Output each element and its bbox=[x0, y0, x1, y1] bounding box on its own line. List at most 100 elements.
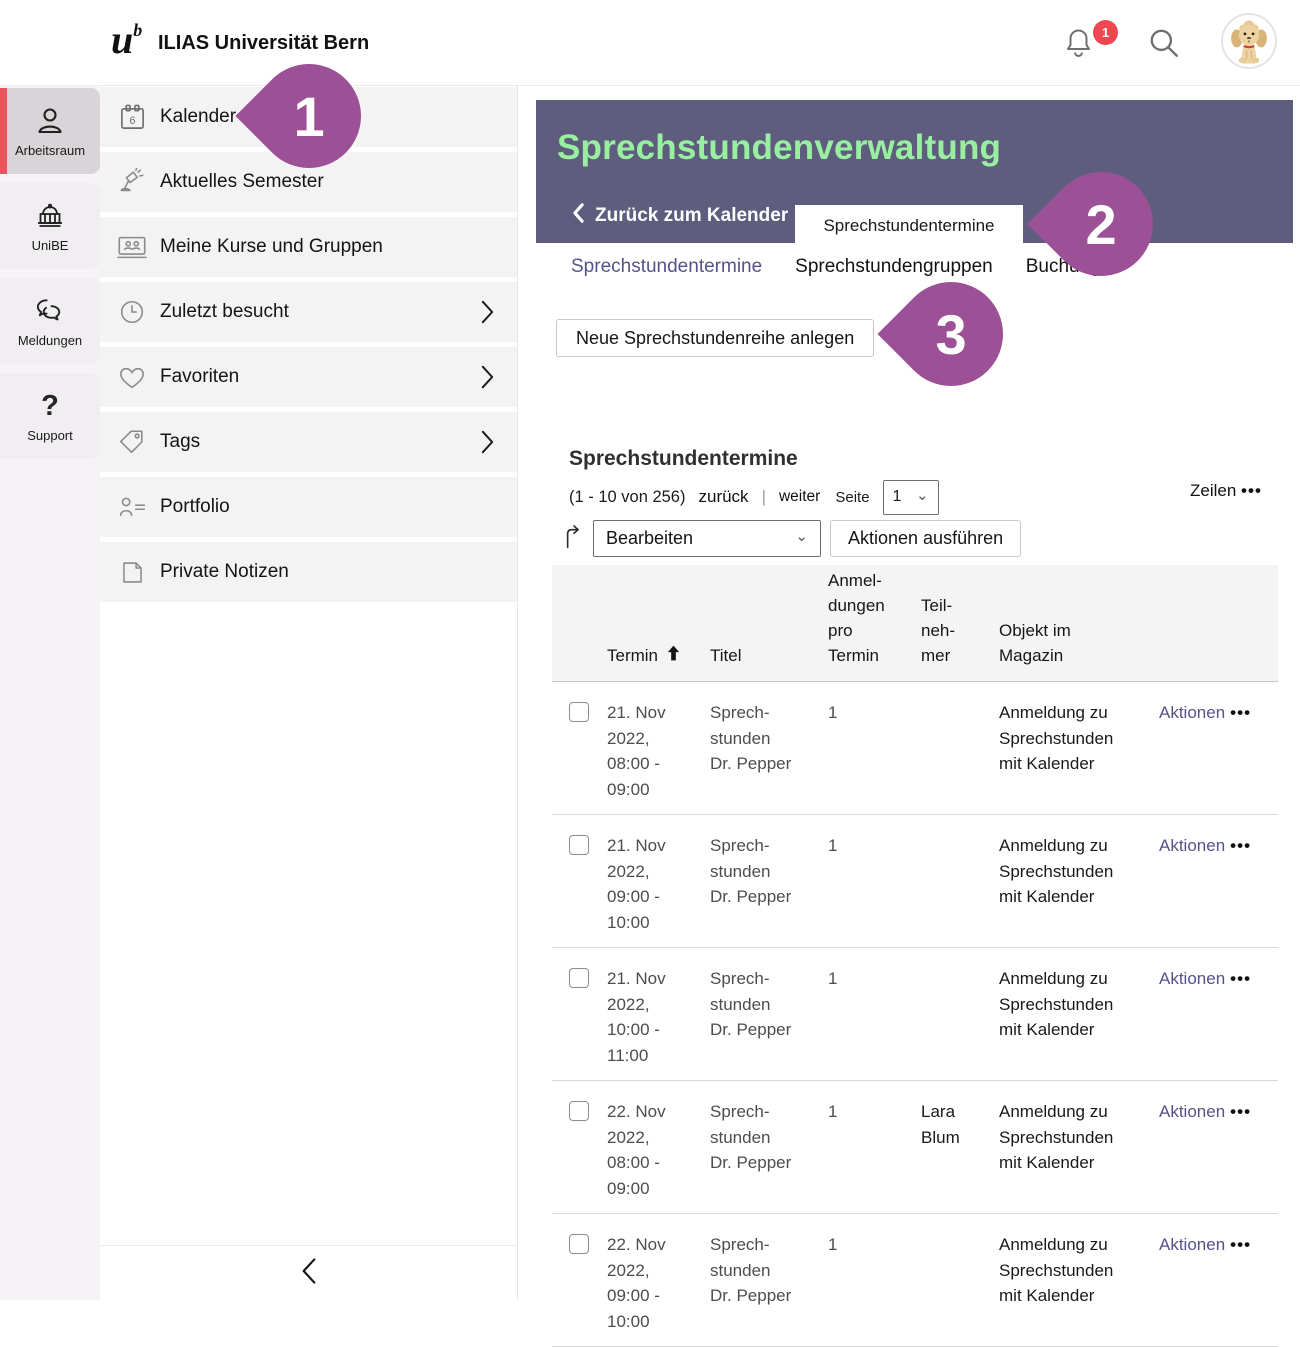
cell-teilnehmer bbox=[921, 682, 999, 814]
header-tab-sprechstundentermine[interactable]: Sprechstundentermine bbox=[795, 205, 1023, 247]
cell-teilnehmer bbox=[921, 1214, 999, 1346]
notes-icon bbox=[116, 556, 148, 588]
menu-item-label: Tags bbox=[160, 431, 201, 452]
cell-titel: Sprech- stunden Dr. Pepper bbox=[710, 1102, 792, 1172]
cell-actions: Aktionen ••• bbox=[1159, 815, 1278, 947]
pagination-prev-link[interactable]: zurück bbox=[698, 487, 749, 506]
help-icon: ? bbox=[41, 389, 59, 422]
topbar: ub ILIAS Universität Bern 1 bbox=[0, 0, 1300, 86]
page-title: Sprechstundenverwaltung bbox=[557, 128, 1002, 167]
app-title: ILIAS Universität Bern bbox=[158, 32, 370, 54]
row-checkbox[interactable] bbox=[569, 968, 589, 988]
cell-objekt: Anmeldung zu Sprechstunden mit Kalender bbox=[999, 836, 1114, 906]
cell-objekt: Anmeldung zu Sprechstunden mit Kalender bbox=[999, 1102, 1114, 1172]
calendar-icon: 6 bbox=[116, 101, 148, 133]
cell-termin: 22. Nov 2022, 08:00 - 09:00 bbox=[607, 1102, 666, 1198]
row-actions-link[interactable]: Aktionen bbox=[1159, 1235, 1226, 1254]
user-icon bbox=[34, 104, 66, 138]
tag-icon bbox=[116, 426, 148, 458]
university-icon bbox=[34, 199, 66, 233]
unibe-logo[interactable]: ub bbox=[111, 16, 142, 63]
pagination: (1 - 10 von 256) zurück | weiter Seite 1… bbox=[569, 478, 939, 516]
cell-termin: 21. Nov 2022, 09:00 - 10:00 bbox=[607, 836, 666, 932]
main-menu: 6 Kalender Aktuelles Semester Meine Kurs… bbox=[100, 86, 518, 1300]
row-actions-link[interactable]: Aktionen bbox=[1159, 969, 1226, 988]
chevron-right-icon bbox=[480, 429, 495, 455]
table-row: 21. Nov 2022, 09:00 - 10:00 Sprech- stun… bbox=[552, 815, 1278, 948]
cell-titel: Sprech- stunden Dr. Pepper bbox=[710, 1235, 792, 1305]
row-actions-link[interactable]: Aktionen bbox=[1159, 703, 1226, 722]
search-button[interactable] bbox=[1146, 26, 1182, 62]
cell-anmeldungen: 1 bbox=[828, 969, 838, 988]
menu-item-label: Private Notizen bbox=[160, 561, 289, 582]
row-checkbox[interactable] bbox=[569, 1101, 589, 1121]
chevron-down-icon: ⌄ bbox=[795, 528, 808, 545]
cell-teilnehmer bbox=[921, 948, 999, 1080]
cell-termin: 21. Nov 2022, 08:00 - 09:00 bbox=[607, 703, 666, 799]
rows-menu-button[interactable]: Zeilen ••• bbox=[1190, 481, 1262, 501]
table-row: 22. Nov 2022, 09:00 - 10:00 Sprech- stun… bbox=[552, 1214, 1278, 1347]
cell-actions: Aktionen ••• bbox=[1159, 682, 1278, 814]
cell-anmeldungen: 1 bbox=[828, 1235, 838, 1254]
menu-item-label: Portfolio bbox=[160, 496, 230, 517]
chevron-left-icon bbox=[572, 203, 585, 229]
tab-sprechstundengruppen[interactable]: Sprechstundengruppen bbox=[795, 256, 993, 277]
messages-icon bbox=[34, 294, 67, 328]
menu-item-meine-kurse-und-gruppen[interactable]: Meine Kurse und Gruppen bbox=[100, 217, 517, 277]
cell-objekt: Anmeldung zu Sprechstunden mit Kalender bbox=[999, 1235, 1114, 1305]
column-termin[interactable]: Termin bbox=[607, 643, 710, 681]
row-checkbox[interactable] bbox=[569, 835, 589, 855]
page-select[interactable]: 1 ⌄ bbox=[882, 479, 939, 515]
back-label: Zurück zum Kalender bbox=[595, 205, 789, 226]
cell-termin: 22. Nov 2022, 09:00 - 10:00 bbox=[607, 1235, 666, 1331]
chevron-right-icon bbox=[480, 364, 495, 390]
rail-item-unibe[interactable]: UniBE bbox=[0, 183, 100, 269]
row-checkbox[interactable] bbox=[569, 1234, 589, 1254]
ellipsis-icon: ••• bbox=[1241, 481, 1262, 500]
menu-item-favoriten[interactable]: Favoriten bbox=[100, 347, 517, 407]
pagination-next-link[interactable]: weiter bbox=[778, 488, 821, 505]
ellipsis-icon: ••• bbox=[1230, 703, 1252, 722]
new-series-button[interactable]: Neue Sprechstundenreihe anlegen bbox=[556, 319, 875, 357]
menu-item-tags[interactable]: Tags bbox=[100, 412, 517, 472]
rail-item-arbeitsraum[interactable]: Arbeitsraum bbox=[0, 88, 100, 174]
back-to-calendar-link[interactable]: Zurück zum Kalender bbox=[572, 203, 788, 229]
column-objekt: Objekt im Magazin bbox=[999, 621, 1071, 665]
row-actions-link[interactable]: Aktionen bbox=[1159, 836, 1226, 855]
menu-item-label: Zuletzt besucht bbox=[160, 301, 289, 322]
menu-item-private-notizen[interactable]: Private Notizen bbox=[100, 542, 517, 602]
rail-items: Arbeitsraum UniBE Meldungen ? Support bbox=[0, 88, 100, 459]
notifications-button[interactable] bbox=[1060, 26, 1096, 62]
cell-teilnehmer bbox=[921, 815, 999, 947]
execute-actions-button[interactable]: Aktionen ausführen bbox=[830, 520, 1022, 557]
table-row: 21. Nov 2022, 08:00 - 09:00 Sprech- stun… bbox=[552, 682, 1278, 815]
courses-icon bbox=[116, 231, 148, 263]
heart-icon bbox=[116, 361, 148, 393]
bulk-action-select[interactable]: Bearbeiten ⌄ bbox=[593, 520, 821, 557]
rail-item-meldungen[interactable]: Meldungen bbox=[0, 278, 100, 364]
menu-item-label: Kalender bbox=[160, 106, 237, 127]
pagination-divider: | bbox=[761, 487, 766, 506]
menu-item-zuletzt-besucht[interactable]: Zuletzt besucht bbox=[100, 282, 517, 342]
tab-sprechstundentermine[interactable]: Sprechstundentermine bbox=[571, 256, 763, 277]
cell-titel: Sprech- stunden Dr. Pepper bbox=[710, 969, 792, 1039]
menu-collapse-button[interactable] bbox=[100, 1245, 517, 1300]
menu-item-portfolio[interactable]: Portfolio bbox=[100, 477, 517, 537]
portfolio-icon bbox=[116, 491, 148, 523]
cell-objekt: Anmeldung zu Sprechstunden mit Kalender bbox=[999, 969, 1114, 1039]
clock-icon bbox=[116, 296, 148, 328]
row-checkbox[interactable] bbox=[569, 702, 589, 722]
cell-termin: 21. Nov 2022, 10:00 - 11:00 bbox=[607, 969, 666, 1065]
column-anmeldungen: Anmel- dungen pro Termin bbox=[828, 571, 885, 665]
page-header: Sprechstundenverwaltung Zurück zum Kalen… bbox=[536, 100, 1293, 247]
cell-teilnehmer: Lara Blum bbox=[921, 1102, 960, 1147]
bulk-action-value: Bearbeiten bbox=[606, 528, 694, 548]
user-avatar[interactable] bbox=[1221, 13, 1277, 69]
bell-icon bbox=[1062, 26, 1095, 63]
page-select-value: 1 bbox=[892, 488, 902, 505]
rail-item-label: Arbeitsraum bbox=[14, 143, 86, 158]
rail-item-support[interactable]: ? Support bbox=[0, 373, 100, 459]
table-header-row: Termin Titel Anmel- dungen pro Termin Te… bbox=[552, 565, 1278, 682]
menu-item-label: Meine Kurse und Gruppen bbox=[160, 236, 383, 257]
row-actions-link[interactable]: Aktionen bbox=[1159, 1102, 1226, 1121]
